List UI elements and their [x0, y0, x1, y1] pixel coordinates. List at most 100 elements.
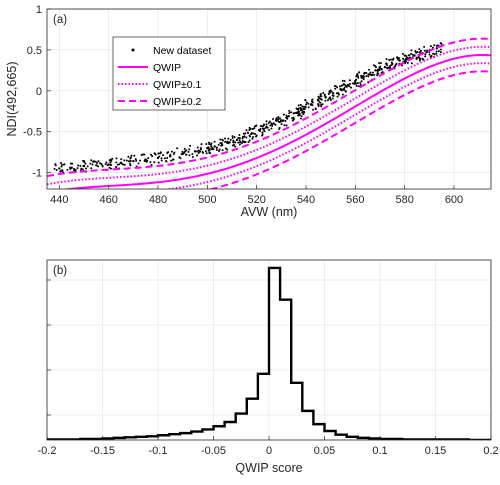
panel-b-xtick-label: 0.1 — [372, 445, 387, 457]
data-point — [132, 159, 135, 163]
data-point — [92, 160, 95, 163]
data-point — [97, 160, 100, 163]
data-point — [220, 142, 223, 145]
data-point — [129, 159, 132, 162]
data-point — [329, 98, 332, 101]
data-point — [365, 71, 368, 74]
panel-a-ylabel: NDI(492,665) — [5, 61, 19, 136]
data-point — [279, 120, 282, 123]
data-point — [127, 155, 130, 158]
data-point — [233, 136, 236, 139]
data-point — [311, 104, 314, 107]
data-point — [182, 152, 185, 155]
data-point — [359, 82, 362, 85]
data-point — [397, 57, 400, 60]
data-point — [433, 53, 436, 56]
data-point — [358, 71, 361, 74]
data-point — [373, 73, 376, 76]
data-point — [404, 59, 407, 62]
data-point — [266, 126, 269, 129]
data-point — [158, 155, 161, 158]
data-point — [127, 160, 130, 163]
data-point — [55, 169, 58, 172]
panel-a-ytick-label: 0.5 — [27, 45, 42, 57]
data-point — [321, 103, 324, 106]
data-point — [367, 73, 370, 76]
data-point — [184, 150, 187, 153]
data-point — [423, 45, 426, 48]
data-point — [251, 135, 254, 138]
data-point — [125, 159, 128, 162]
data-point — [298, 112, 301, 115]
data-point — [419, 49, 422, 52]
data-point — [419, 51, 422, 54]
data-point — [307, 106, 310, 109]
data-point — [108, 166, 111, 169]
data-point — [394, 63, 397, 66]
data-point — [191, 153, 194, 156]
data-point — [340, 84, 343, 87]
data-point — [305, 103, 308, 106]
data-point — [303, 107, 306, 110]
data-point — [376, 70, 379, 73]
data-point — [291, 117, 294, 120]
panel-a-label: (a) — [53, 14, 67, 26]
data-point — [344, 90, 347, 93]
data-point — [245, 136, 248, 139]
data-point — [133, 154, 136, 157]
data-point — [109, 158, 112, 161]
legend-marker-new-dataset — [131, 48, 135, 52]
data-point — [380, 71, 383, 74]
data-point — [205, 142, 208, 145]
data-point — [367, 81, 370, 84]
data-point — [277, 116, 280, 119]
data-point — [331, 94, 334, 97]
data-point — [252, 132, 255, 135]
data-point — [153, 161, 156, 164]
panel-a: 440 460 480 500 520 540 560 580 600 -1 -0.5 0 0.5 1 (… — [5, 4, 492, 219]
data-point — [169, 155, 172, 158]
data-point — [272, 122, 275, 125]
data-point — [53, 167, 56, 170]
data-point — [311, 101, 314, 104]
panel-a-ytick-label: -0.5 — [23, 127, 42, 139]
data-point — [254, 133, 257, 136]
data-point — [90, 159, 93, 162]
data-point — [217, 149, 220, 152]
data-point — [433, 44, 436, 47]
data-point — [207, 148, 210, 151]
data-point — [336, 86, 339, 89]
data-point — [432, 52, 435, 55]
data-point — [415, 51, 418, 54]
data-point — [326, 99, 329, 102]
data-point — [283, 124, 286, 127]
data-point — [340, 89, 343, 92]
data-point — [365, 74, 368, 77]
data-point — [232, 140, 235, 143]
data-point — [202, 151, 205, 154]
data-point — [173, 151, 176, 154]
data-point — [106, 164, 109, 167]
data-point — [302, 113, 305, 116]
histogram-outline — [47, 266, 491, 440]
data-point — [237, 137, 240, 140]
data-point — [437, 50, 440, 53]
data-point — [360, 75, 363, 78]
data-point — [159, 151, 162, 154]
data-point — [261, 134, 264, 137]
data-point — [193, 150, 197, 153]
panel-b-data — [47, 266, 491, 440]
data-point — [261, 131, 264, 134]
data-point — [84, 162, 87, 165]
data-point — [297, 107, 300, 110]
data-point — [319, 95, 322, 98]
data-point — [285, 124, 288, 127]
data-point — [123, 159, 126, 162]
data-point — [425, 51, 428, 54]
data-point — [248, 134, 251, 137]
data-point — [437, 44, 440, 47]
data-point — [357, 76, 360, 79]
qwip-band-02-lower — [207, 70, 491, 189]
data-point — [278, 117, 281, 120]
data-point — [227, 137, 230, 140]
